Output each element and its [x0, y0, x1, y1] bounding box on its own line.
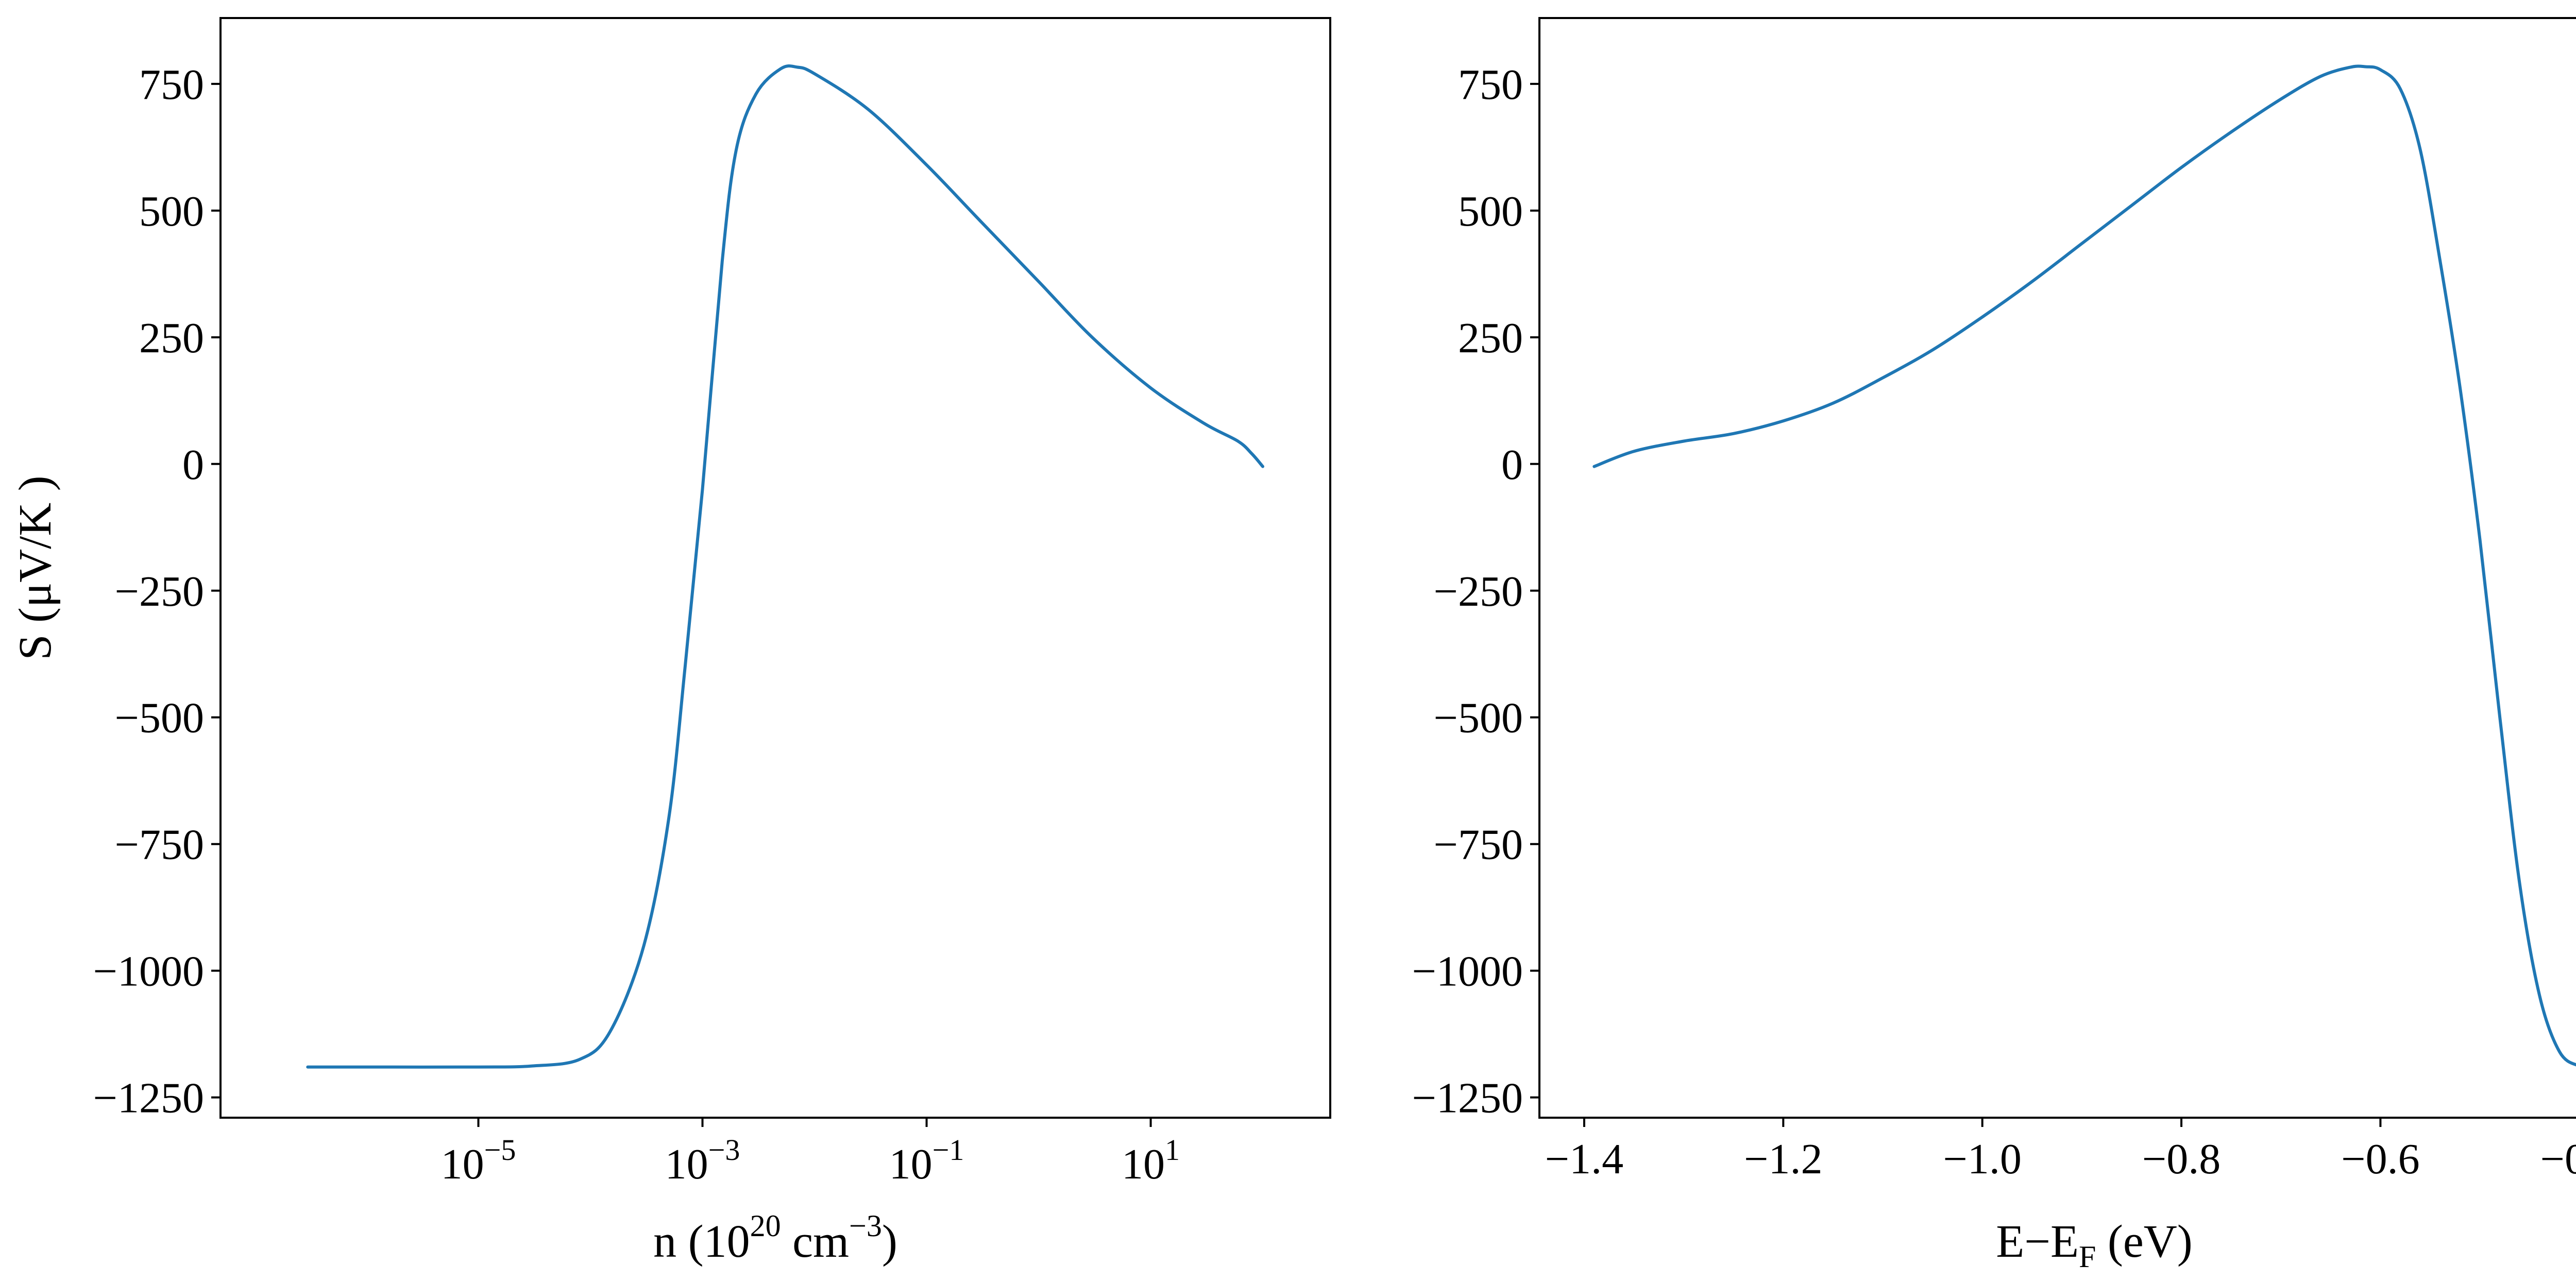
y-tick-label: −1250	[1412, 1074, 1523, 1122]
x-tick-label: −1.0	[1943, 1135, 2021, 1183]
series-line	[306, 64, 1264, 1069]
x-tick-label: −1.2	[1744, 1135, 1822, 1183]
y-tick-label: −250	[1434, 568, 1523, 616]
y-tick-label: 0	[182, 441, 204, 489]
y-tick-label: 500	[139, 187, 204, 235]
y-tick-label: 750	[1458, 61, 1523, 109]
x-tick-label: −1.4	[1545, 1135, 1623, 1183]
x-tick-label: 10−3	[665, 1133, 740, 1188]
x-axis-label: E−EF (eV)	[1996, 1216, 2192, 1274]
x-tick-label: −0.6	[2341, 1135, 2419, 1183]
y-tick-label: 750	[139, 61, 204, 109]
x-tick-label: 101	[1122, 1133, 1180, 1188]
y-tick-label: −1000	[93, 948, 204, 996]
y-tick-label: 500	[1458, 187, 1523, 235]
series-line	[1592, 64, 2576, 1067]
y-tick-label: −500	[115, 694, 204, 742]
y-axis-label: S (μV/K )	[10, 475, 61, 660]
right-plot: 750 500 250 0 −250 −500 −750 −1000 −1250 −1.4 −1.2…	[1412, 17, 2576, 1274]
y-tick-label: −750	[115, 821, 204, 869]
x-tick-label: 10−5	[441, 1133, 516, 1188]
plot-frame	[219, 17, 1331, 1119]
y-tick-label: 0	[1501, 441, 1523, 489]
left-plot: 750 500 250 0 −250 −500 −750 −1000 −1250 10−5 10−3…	[10, 17, 1331, 1267]
y-tick-label: −750	[1434, 821, 1523, 869]
y-tick-label: −1250	[93, 1074, 204, 1122]
y-tick-label: −500	[1434, 694, 1523, 742]
x-tick-label: −0.4	[2540, 1135, 2576, 1183]
y-tick-label: −250	[115, 568, 204, 616]
y-tick-label: 250	[1458, 314, 1523, 362]
x-tick-label: −0.8	[2142, 1135, 2221, 1183]
x-tick-label: 10−1	[889, 1133, 964, 1188]
x-axis-label: n (1020 cm−3)	[653, 1209, 897, 1267]
y-tick-label: 250	[139, 314, 204, 362]
y-tick-label: −1000	[1412, 948, 1523, 996]
plot-frame	[1538, 17, 2576, 1119]
